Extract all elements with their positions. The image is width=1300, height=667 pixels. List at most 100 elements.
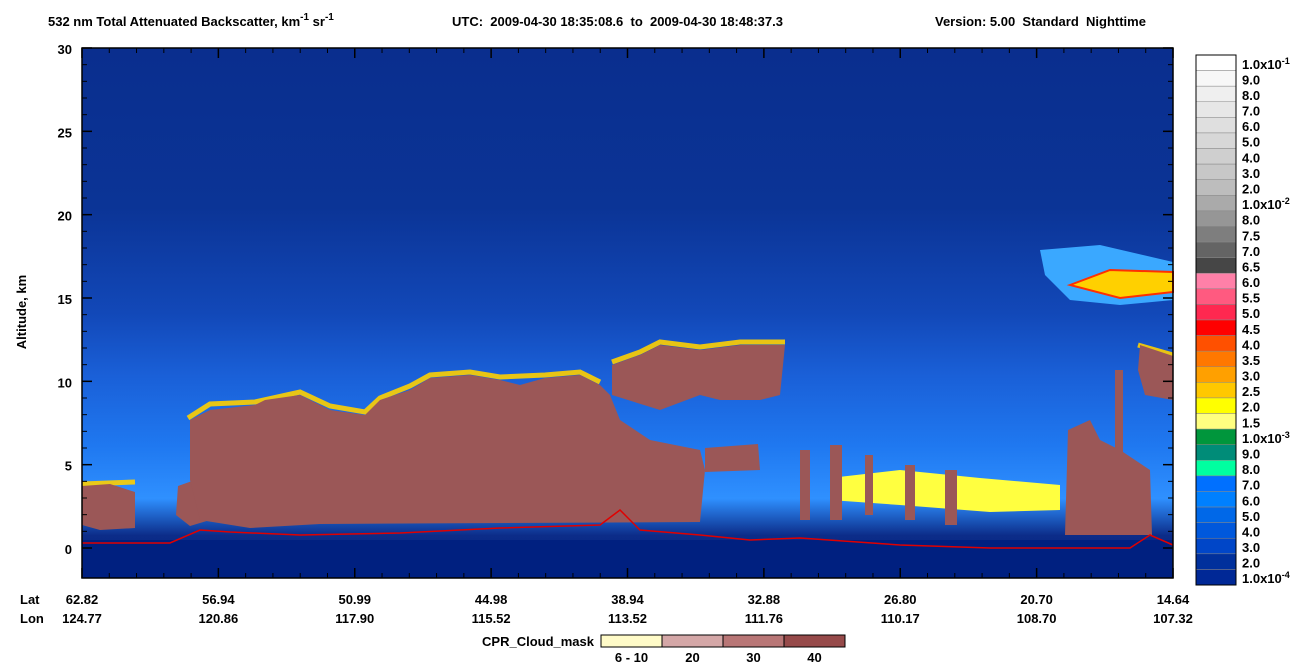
colorbar-label: 4.0 <box>1242 150 1260 165</box>
colorbar-label: 4.5 <box>1242 322 1260 337</box>
title-sup: -1 <box>300 12 309 23</box>
colorbar-label-text: 1.0x10 <box>1242 197 1282 212</box>
colorbar-swatch <box>1195 506 1237 523</box>
colorbar-label: 1.0x10-2 <box>1242 196 1290 212</box>
title-main: 532 nm Total Attenuated Backscatter, km <box>48 14 300 29</box>
y-tick-label: 20 <box>58 209 72 224</box>
y-tick-label: 0 <box>65 542 72 557</box>
x-tick-label: 124.77 <box>62 611 102 626</box>
x-tick-label: 14.64 <box>1157 592 1190 607</box>
colorbar-label: 3.0 <box>1242 369 1260 384</box>
colorbar-label: 9.0 <box>1242 72 1260 87</box>
clouds <box>82 345 1173 535</box>
colorbar-swatch <box>1195 413 1237 430</box>
colorbar-label-text: 2.0 <box>1242 400 1260 415</box>
colorbar-swatch <box>1195 148 1237 165</box>
cpr-swatch <box>722 634 785 648</box>
cpr-label: 40 <box>807 650 821 665</box>
colorbar-label-text: 3.5 <box>1242 353 1260 368</box>
colorbar-label-text: 4.0 <box>1242 150 1260 165</box>
colorbar-label-text: 1.0x10 <box>1242 57 1282 72</box>
cpr-label: 30 <box>746 650 760 665</box>
x-tick-label: 50.99 <box>338 592 371 607</box>
x-tick-label: 26.80 <box>884 592 917 607</box>
colorbar-swatch <box>1195 569 1237 586</box>
colorbar-swatch <box>1195 272 1237 290</box>
cpr-swatch <box>783 634 846 648</box>
y-axis-label: Altitude, km <box>14 275 29 349</box>
colorbar-label-text: 8.0 <box>1242 462 1260 477</box>
colorbar-label: 6.5 <box>1242 259 1260 274</box>
colorbar-label-sup: -1 <box>1282 56 1290 66</box>
colorbar-label: 6.0 <box>1242 493 1260 508</box>
title-utc: UTC: 2009-04-30 18:35:08.6 to 2009-04-30… <box>452 14 783 29</box>
cpr-swatch <box>661 634 724 648</box>
colorbar-swatch <box>1195 210 1237 227</box>
colorbar-label-text: 8.0 <box>1242 213 1260 228</box>
colorbar-label-text: 3.0 <box>1242 166 1260 181</box>
colorbar-label-text: 7.0 <box>1242 244 1260 259</box>
cpr-legend-title: CPR_Cloud_mask <box>482 634 595 649</box>
x-tick-label: 108.70 <box>1017 611 1057 626</box>
colorbar-swatch <box>1195 350 1237 368</box>
colorbar-label-text: 7.0 <box>1242 104 1260 119</box>
colorbar-swatch <box>1195 195 1237 212</box>
colorbar-label-text: 8.0 <box>1242 88 1260 103</box>
x-tick-label: 44.98 <box>475 592 508 607</box>
x-tick-label: 56.94 <box>202 592 235 607</box>
colorbar-label: 4.0 <box>1242 337 1260 352</box>
y-tick-label: 25 <box>58 125 72 140</box>
cloud-columns <box>800 370 1123 530</box>
colorbar-label-text: 5.0 <box>1242 306 1260 321</box>
x-tick-label: 38.94 <box>611 592 644 607</box>
colorbar-label: 7.5 <box>1242 228 1260 243</box>
colorbar-label: 2.5 <box>1242 384 1260 399</box>
y-tick-label: 15 <box>58 292 72 307</box>
surface-line <box>82 509 1174 549</box>
colorbar-label-text: 6.0 <box>1242 493 1260 508</box>
cpr-label: 20 <box>685 650 699 665</box>
x-tick-label: 111.76 <box>745 611 783 626</box>
x-tick-label: 107.32 <box>1153 611 1193 626</box>
colorbar-label-text: 3.0 <box>1242 540 1260 555</box>
title: 532 nm Total Attenuated Backscatter, km-… <box>48 12 334 29</box>
colorbar-label-text: 6.5 <box>1242 259 1260 274</box>
plot-field <box>81 48 1174 578</box>
title-unit: sr <box>309 14 325 29</box>
colorbar-label: 9.0 <box>1242 447 1260 462</box>
colorbar-label-text: 3.0 <box>1242 369 1260 384</box>
colorbar-label-text: 4.0 <box>1242 524 1260 539</box>
x-tick-label: 62.82 <box>66 592 99 607</box>
x-tick-label: 110.17 <box>881 611 920 626</box>
colorbar-swatch <box>1195 101 1237 118</box>
colorbar-label-text: 5.0 <box>1242 509 1260 524</box>
colorbar-label: 2.0 <box>1242 400 1260 415</box>
y-tick-label: 5 <box>65 459 72 474</box>
colorbar-label-text: 4.0 <box>1242 337 1260 352</box>
colorbar-label: 7.0 <box>1242 478 1260 493</box>
cloud-edges <box>81 339 1174 487</box>
colorbar-swatch <box>1195 70 1237 87</box>
colorbar-label: 5.5 <box>1242 291 1260 306</box>
x-tick-label: 120.86 <box>198 611 238 626</box>
cpr-swatch <box>600 634 663 648</box>
colorbar-label-text: 4.5 <box>1242 322 1260 337</box>
colorbar-label-text: 5.0 <box>1242 135 1260 150</box>
colorbar-swatch <box>1195 54 1237 71</box>
colorbar-label: 4.0 <box>1242 524 1260 539</box>
colorbar-swatch <box>1195 444 1237 461</box>
x-tick-label: 117.90 <box>335 611 374 626</box>
colorbar-label: 3.0 <box>1242 540 1260 555</box>
colorbar-label-text: 1.5 <box>1242 415 1260 430</box>
colorbar-label-text: 7.5 <box>1242 228 1260 243</box>
x-row-name: Lon <box>20 611 44 626</box>
y-tick-label: 10 <box>58 375 72 390</box>
x-tick-label: 113.52 <box>608 611 647 626</box>
colorbar-swatch <box>1195 241 1237 258</box>
colorbar-swatch <box>1195 319 1237 336</box>
cpr-label: 6 - 10 <box>615 650 648 665</box>
y-tick-label: 30 <box>58 42 72 57</box>
colorbar-swatch <box>1195 304 1237 321</box>
colorbar-swatch <box>1195 491 1237 508</box>
